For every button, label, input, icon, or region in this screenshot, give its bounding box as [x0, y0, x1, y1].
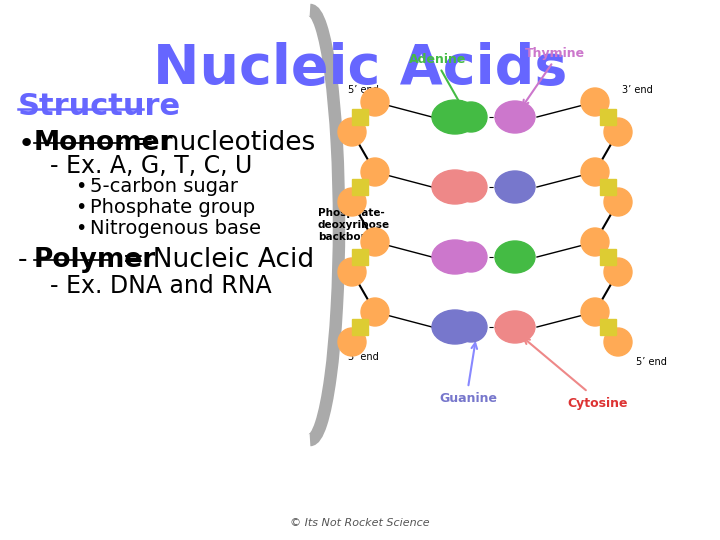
Text: 5-carbon sugar: 5-carbon sugar — [90, 177, 238, 196]
Circle shape — [361, 88, 389, 116]
Text: Phosphate-
deoxyribose
backbone: Phosphate- deoxyribose backbone — [318, 208, 390, 241]
Text: 5’ end: 5’ end — [348, 85, 379, 95]
Circle shape — [604, 188, 632, 216]
Circle shape — [338, 118, 366, 146]
Circle shape — [604, 328, 632, 356]
Circle shape — [338, 328, 366, 356]
Text: 5’ end: 5’ end — [636, 357, 667, 367]
Ellipse shape — [455, 242, 487, 272]
Ellipse shape — [495, 171, 535, 203]
Text: Nucleic Acids: Nucleic Acids — [153, 42, 567, 96]
Ellipse shape — [432, 100, 478, 134]
Circle shape — [361, 298, 389, 326]
Text: 3’ end: 3’ end — [348, 352, 379, 362]
Circle shape — [361, 158, 389, 186]
Text: •: • — [75, 177, 86, 196]
Ellipse shape — [495, 241, 535, 273]
Text: © Its Not Rocket Science: © Its Not Rocket Science — [290, 518, 430, 528]
Ellipse shape — [455, 312, 487, 342]
Circle shape — [338, 258, 366, 286]
Text: -: - — [18, 247, 27, 273]
Ellipse shape — [432, 170, 478, 204]
Ellipse shape — [455, 172, 487, 202]
Ellipse shape — [495, 101, 535, 133]
Text: = nucleotides: = nucleotides — [124, 130, 315, 156]
Text: Monomer: Monomer — [34, 130, 174, 156]
Text: •: • — [18, 130, 35, 158]
Text: Guanine: Guanine — [439, 392, 497, 405]
Text: - Ex. A, G, T, C, U: - Ex. A, G, T, C, U — [50, 154, 252, 178]
Ellipse shape — [432, 240, 478, 274]
Text: Phosphate group: Phosphate group — [90, 198, 255, 217]
Text: Polymer: Polymer — [34, 247, 156, 273]
Text: •: • — [75, 198, 86, 217]
Circle shape — [581, 88, 609, 116]
Ellipse shape — [455, 102, 487, 132]
Text: = Nucleic Acid: = Nucleic Acid — [114, 247, 314, 273]
Circle shape — [361, 228, 389, 256]
Circle shape — [581, 298, 609, 326]
Circle shape — [338, 188, 366, 216]
Text: Cytosine: Cytosine — [568, 397, 629, 410]
Circle shape — [604, 258, 632, 286]
Text: Thymine: Thymine — [525, 47, 585, 60]
Text: - Ex. DNA and RNA: - Ex. DNA and RNA — [50, 274, 271, 298]
Ellipse shape — [495, 311, 535, 343]
Text: Nitrogenous base: Nitrogenous base — [90, 219, 261, 238]
Text: Adenine: Adenine — [409, 53, 467, 66]
Text: •: • — [75, 219, 86, 238]
Ellipse shape — [432, 310, 478, 344]
Circle shape — [604, 118, 632, 146]
Text: Structure: Structure — [18, 92, 181, 121]
Text: 3’ end: 3’ end — [622, 85, 653, 95]
Circle shape — [581, 228, 609, 256]
Circle shape — [581, 158, 609, 186]
